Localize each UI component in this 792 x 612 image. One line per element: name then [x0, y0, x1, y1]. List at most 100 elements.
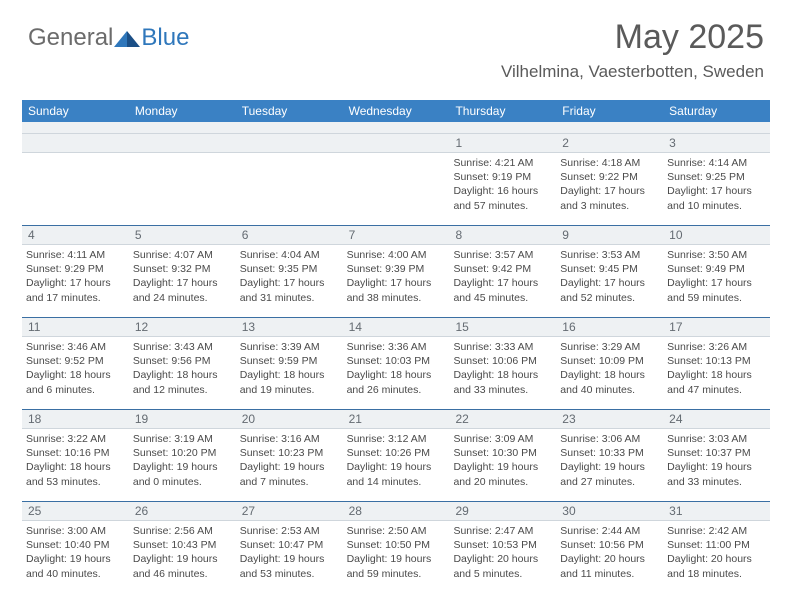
day-cell-line: Sunset: 10:56 PM — [560, 538, 659, 552]
day-number: 28 — [343, 502, 450, 520]
day-cell-line: Sunset: 10:33 PM — [560, 446, 659, 460]
day-number: 30 — [556, 502, 663, 520]
day-cell: Sunrise: 2:42 AMSunset: 11:00 PMDaylight… — [663, 521, 770, 593]
day-number — [236, 134, 343, 152]
day-cell-line: Sunrise: 4:21 AM — [453, 156, 552, 170]
weekday-header: Thursday — [449, 100, 556, 122]
day-cell-line: and 14 minutes. — [347, 475, 446, 489]
day-cell: Sunrise: 2:53 AMSunset: 10:47 PMDaylight… — [236, 521, 343, 593]
day-cell-line: Sunrise: 3:46 AM — [26, 340, 125, 354]
day-cell-line: Sunrise: 4:07 AM — [133, 248, 232, 262]
day-cell-line: Sunrise: 3:50 AM — [667, 248, 766, 262]
day-number: 15 — [449, 318, 556, 336]
day-cell: Sunrise: 3:06 AMSunset: 10:33 PMDaylight… — [556, 429, 663, 501]
day-cell: Sunrise: 4:07 AMSunset: 9:32 PMDaylight:… — [129, 245, 236, 317]
day-cell-line: Sunrise: 4:04 AM — [240, 248, 339, 262]
day-cell-line: and 38 minutes. — [347, 291, 446, 305]
day-cell-line: and 45 minutes. — [453, 291, 552, 305]
day-number: 13 — [236, 318, 343, 336]
day-cell: Sunrise: 3:03 AMSunset: 10:37 PMDaylight… — [663, 429, 770, 501]
day-number: 6 — [236, 226, 343, 244]
day-number — [129, 134, 236, 152]
day-number: 20 — [236, 410, 343, 428]
day-cell-line: Sunrise: 3:19 AM — [133, 432, 232, 446]
day-number: 5 — [129, 226, 236, 244]
day-number: 19 — [129, 410, 236, 428]
day-cell-line: Sunset: 9:22 PM — [560, 170, 659, 184]
day-number: 8 — [449, 226, 556, 244]
day-cell-line: Daylight: 19 hours — [133, 460, 232, 474]
day-cell-line: Daylight: 18 hours — [667, 368, 766, 382]
day-cell-line: Daylight: 19 hours — [240, 460, 339, 474]
day-number: 14 — [343, 318, 450, 336]
day-cell: Sunrise: 3:43 AMSunset: 9:56 PMDaylight:… — [129, 337, 236, 409]
day-cell-line: and 40 minutes. — [560, 383, 659, 397]
day-cell-line: Sunset: 9:56 PM — [133, 354, 232, 368]
day-cell-line: Sunrise: 3:03 AM — [667, 432, 766, 446]
day-number-row: 123 — [22, 134, 770, 153]
day-number: 26 — [129, 502, 236, 520]
day-cell-line: Sunrise: 3:22 AM — [26, 432, 125, 446]
day-cell-line: Sunrise: 4:18 AM — [560, 156, 659, 170]
day-number: 4 — [22, 226, 129, 244]
day-cell — [129, 153, 236, 225]
day-cell-line: Sunset: 10:06 PM — [453, 354, 552, 368]
day-cell-line: Daylight: 18 hours — [26, 368, 125, 382]
day-number: 29 — [449, 502, 556, 520]
day-cell-line: Daylight: 19 hours — [560, 460, 659, 474]
day-cell: Sunrise: 3:00 AMSunset: 10:40 PMDaylight… — [22, 521, 129, 593]
page-title: May 2025 — [615, 18, 764, 57]
day-cell-line: Daylight: 17 hours — [560, 184, 659, 198]
day-cell — [236, 153, 343, 225]
day-cell-line: and 46 minutes. — [133, 567, 232, 581]
day-cell-line: Sunset: 9:39 PM — [347, 262, 446, 276]
day-cell-line: Sunset: 9:35 PM — [240, 262, 339, 276]
day-number: 24 — [663, 410, 770, 428]
day-cell: Sunrise: 3:22 AMSunset: 10:16 PMDaylight… — [22, 429, 129, 501]
day-cell: Sunrise: 3:16 AMSunset: 10:23 PMDaylight… — [236, 429, 343, 501]
day-cell-line: and 26 minutes. — [347, 383, 446, 397]
day-cell: Sunrise: 2:44 AMSunset: 10:56 PMDaylight… — [556, 521, 663, 593]
day-cell-line: Sunset: 9:42 PM — [453, 262, 552, 276]
day-cell-line: Sunset: 10:20 PM — [133, 446, 232, 460]
day-cell-line: Sunrise: 3:26 AM — [667, 340, 766, 354]
day-cell-line: Sunrise: 2:50 AM — [347, 524, 446, 538]
weeks-container: 123Sunrise: 4:21 AMSunset: 9:19 PMDaylig… — [22, 134, 770, 593]
day-cell-line: and 0 minutes. — [133, 475, 232, 489]
day-number: 18 — [22, 410, 129, 428]
day-cell-line: and 17 minutes. — [26, 291, 125, 305]
day-cell-line: Sunrise: 3:53 AM — [560, 248, 659, 262]
day-cell: Sunrise: 3:53 AMSunset: 9:45 PMDaylight:… — [556, 245, 663, 317]
day-cell: Sunrise: 3:19 AMSunset: 10:20 PMDaylight… — [129, 429, 236, 501]
day-number: 27 — [236, 502, 343, 520]
day-number: 11 — [22, 318, 129, 336]
day-cell: Sunrise: 3:29 AMSunset: 10:09 PMDaylight… — [556, 337, 663, 409]
day-cell-line: and 40 minutes. — [26, 567, 125, 581]
weekday-header-row: SundayMondayTuesdayWednesdayThursdayFrid… — [22, 100, 770, 122]
week-row: Sunrise: 4:11 AMSunset: 9:29 PMDaylight:… — [22, 245, 770, 317]
day-number: 17 — [663, 318, 770, 336]
logo-text-blue: Blue — [141, 24, 189, 52]
day-cell-line: Daylight: 17 hours — [560, 276, 659, 290]
day-cell: Sunrise: 3:12 AMSunset: 10:26 PMDaylight… — [343, 429, 450, 501]
day-cell-line: and 18 minutes. — [667, 567, 766, 581]
day-cell-line: and 19 minutes. — [240, 383, 339, 397]
day-cell-line: Sunset: 10:16 PM — [26, 446, 125, 460]
day-cell-line: and 47 minutes. — [667, 383, 766, 397]
day-cell-line: Daylight: 18 hours — [453, 368, 552, 382]
day-cell-line: Sunset: 9:45 PM — [560, 262, 659, 276]
day-cell-line: Sunrise: 4:11 AM — [26, 248, 125, 262]
day-number-row: 11121314151617 — [22, 317, 770, 337]
day-cell-line: and 20 minutes. — [453, 475, 552, 489]
day-cell-line: and 53 minutes. — [240, 567, 339, 581]
day-cell-line: Daylight: 19 hours — [667, 460, 766, 474]
day-cell-line: Daylight: 19 hours — [347, 460, 446, 474]
day-cell: Sunrise: 2:56 AMSunset: 10:43 PMDaylight… — [129, 521, 236, 593]
day-cell-line: Sunrise: 3:12 AM — [347, 432, 446, 446]
day-cell-line: Sunrise: 4:14 AM — [667, 156, 766, 170]
day-cell-line: Sunset: 10:13 PM — [667, 354, 766, 368]
day-cell: Sunrise: 4:11 AMSunset: 9:29 PMDaylight:… — [22, 245, 129, 317]
day-cell-line: Sunrise: 2:56 AM — [133, 524, 232, 538]
day-cell-line: Sunrise: 3:36 AM — [347, 340, 446, 354]
day-cell: Sunrise: 4:14 AMSunset: 9:25 PMDaylight:… — [663, 153, 770, 225]
